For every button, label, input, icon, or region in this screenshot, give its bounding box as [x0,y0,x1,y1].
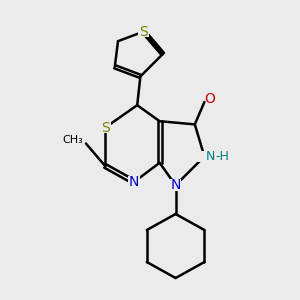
Text: N: N [129,175,139,189]
Text: S: S [101,121,110,135]
Text: S: S [139,25,148,39]
Text: N: N [170,178,181,192]
Text: O: O [204,92,214,106]
FancyBboxPatch shape [197,151,218,162]
Text: N: N [206,150,215,163]
FancyBboxPatch shape [128,176,140,188]
FancyBboxPatch shape [138,26,149,37]
Text: CH₃: CH₃ [62,135,83,145]
FancyBboxPatch shape [99,122,111,134]
Text: -H: -H [215,150,229,163]
FancyBboxPatch shape [170,179,182,191]
